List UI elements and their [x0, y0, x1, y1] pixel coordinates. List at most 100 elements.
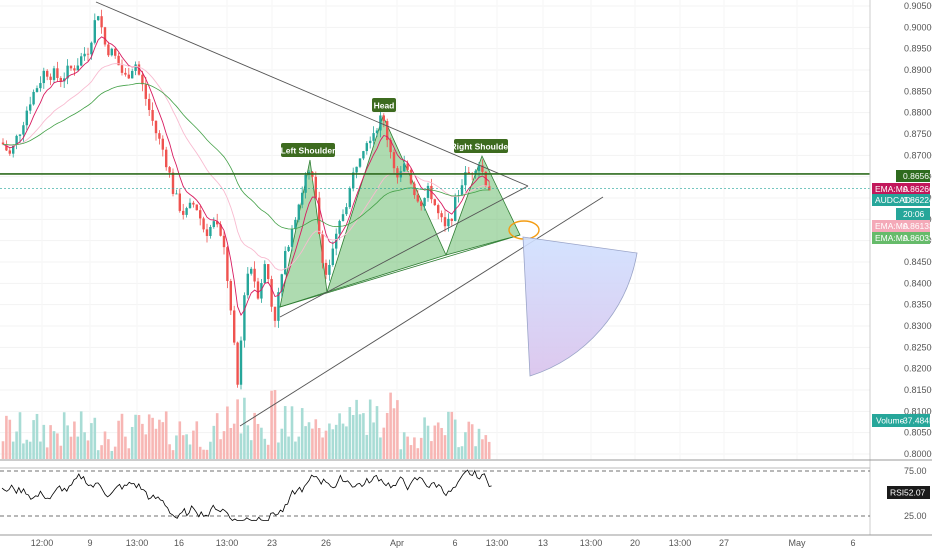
volume-bar: [317, 428, 321, 459]
candle-body: [120, 65, 124, 73]
volume-bar: [239, 433, 243, 459]
volume-bar: [270, 390, 273, 459]
time-tick: 27: [719, 538, 729, 548]
volume-bar: [300, 408, 304, 459]
volume-bar: [83, 432, 86, 459]
candle-body: [355, 166, 358, 173]
candle-body: [158, 133, 161, 139]
volume-bar: [110, 450, 114, 459]
candle-body: [253, 268, 256, 282]
volume-bar: [209, 441, 212, 459]
candle-body: [392, 152, 396, 169]
volume-bar: [372, 422, 375, 459]
candle-body: [80, 56, 83, 66]
head-label[interactable]: Head: [372, 98, 396, 112]
candle-body: [35, 88, 39, 92]
volume-bar: [32, 420, 35, 459]
candle-body: [144, 84, 147, 99]
candle-body: [365, 143, 368, 152]
candle-body: [151, 109, 154, 121]
volume-bar: [164, 411, 168, 459]
price-badge-label: AUDCAD: [875, 195, 911, 205]
volume-bar: [15, 431, 18, 459]
candle-body: [168, 167, 171, 173]
ema-fast-line: [2, 36, 490, 317]
time-tick: 16: [174, 538, 184, 548]
candle-body: [338, 220, 341, 234]
grid: [0, 5, 870, 455]
volume-bar: [294, 441, 297, 459]
volume-bar: [1, 441, 5, 459]
time-tick: 13:00: [580, 538, 603, 548]
volume-bar: [59, 445, 63, 459]
volume-bar: [86, 440, 90, 459]
volume-bar: [96, 450, 100, 459]
volume-bar: [338, 413, 341, 459]
candle-body: [426, 185, 430, 198]
candle-body: [226, 247, 229, 282]
candle-body: [467, 172, 470, 174]
right-shoulder-shape: [445, 154, 521, 256]
volume-bar: [175, 435, 178, 459]
volume-bar: [192, 430, 195, 459]
volume-bar: [90, 423, 93, 459]
volume-bar: [76, 436, 80, 459]
rsi-line: [1, 469, 492, 522]
candle-body: [477, 165, 481, 171]
left-shoulder-label[interactable]: Left Shoulder: [281, 143, 336, 157]
moving-averages: [2, 36, 490, 317]
candle-body: [22, 125, 25, 135]
candle-body: [1, 142, 5, 145]
volume-bar: [134, 414, 137, 459]
volume-bar: [253, 412, 256, 459]
volume-bar: [215, 413, 219, 459]
volume-bar: [433, 425, 437, 459]
right-shoulder-label[interactable]: Right Shoulder: [451, 139, 513, 153]
svg-text:Left Shoulder: Left Shoulder: [281, 146, 336, 156]
volume-bar: [426, 425, 430, 459]
candle-body: [450, 218, 453, 221]
candle-body: [205, 229, 209, 236]
volume-bar: [127, 448, 131, 459]
volume-bar: [226, 406, 229, 459]
volume-bar: [260, 427, 263, 459]
candle-body: [447, 218, 450, 227]
candle-body: [46, 70, 49, 77]
volume-bar: [195, 421, 199, 459]
volume-bar: [277, 442, 280, 459]
candle-body: [185, 208, 188, 215]
candle-body: [250, 268, 253, 274]
volume-bar: [56, 433, 59, 459]
time-tick: 13: [538, 538, 548, 548]
volume-bar: [69, 436, 73, 459]
candle-body: [131, 70, 134, 79]
volume-bar: [93, 417, 97, 459]
volume-bar: [229, 428, 233, 459]
volume-bar: [297, 436, 301, 459]
volume-bar: [198, 446, 202, 459]
volume-bar: [62, 412, 66, 459]
price-badge-value: 0.86033: [903, 233, 932, 243]
volume-bar: [440, 427, 443, 459]
candle-body: [199, 210, 202, 219]
volume-bar: [453, 419, 457, 459]
volume-bar: [219, 439, 222, 459]
price-badge: 0.86563: [896, 170, 932, 182]
candle-body: [29, 104, 32, 111]
candle-body: [403, 163, 406, 172]
candle-body: [49, 76, 52, 80]
candle-body: [454, 195, 457, 221]
candle-body: [348, 188, 351, 208]
trend-drawings: [0, 1, 870, 427]
volume-bar: [331, 429, 335, 459]
price-badge: 20:06: [896, 208, 930, 220]
volume-bar: [79, 411, 83, 459]
volume-bar: [266, 444, 270, 459]
volume-bar: [477, 428, 481, 459]
